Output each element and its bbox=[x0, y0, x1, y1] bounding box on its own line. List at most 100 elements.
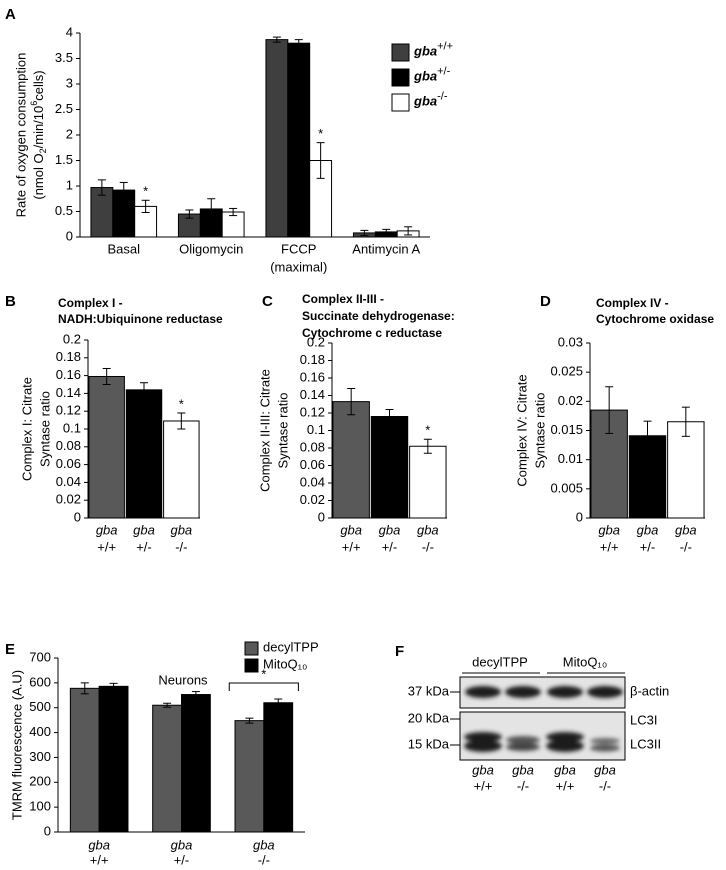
panel-letter: D bbox=[540, 293, 551, 310]
legend-swatch bbox=[391, 93, 410, 112]
x-tick-label: +/- bbox=[382, 539, 398, 554]
legend: decylTPP MitoQ₁₀ bbox=[244, 640, 319, 673]
legend-genotype: +/- bbox=[437, 65, 450, 77]
legend-label: gba-/- bbox=[413, 90, 448, 109]
panel-letter: C bbox=[262, 293, 273, 310]
error-bar bbox=[385, 409, 394, 424]
significance-mark: * bbox=[143, 184, 148, 199]
error-bar bbox=[140, 382, 148, 398]
x-tick-label: gba bbox=[133, 522, 155, 537]
y-tick-label: 0.06 bbox=[56, 456, 81, 471]
lane-label: gba bbox=[554, 762, 576, 777]
y-tick-label: 500 bbox=[29, 699, 51, 714]
y-tick-label: 300 bbox=[29, 749, 51, 764]
y-tick-label: 0.03 bbox=[558, 334, 583, 349]
significance-mark: * bbox=[179, 396, 184, 411]
x-tick-label: gba bbox=[96, 522, 118, 537]
significance-mark: * bbox=[425, 423, 430, 438]
bar bbox=[125, 389, 163, 519]
error-bar bbox=[119, 181, 128, 199]
group-label: MitoQ₁₀ bbox=[563, 654, 607, 669]
x-tick-label: Basal bbox=[107, 241, 140, 256]
bar bbox=[263, 702, 294, 833]
lane-label: +/+ bbox=[474, 778, 493, 793]
y-axis-label: Syntase ratio bbox=[275, 393, 290, 469]
y-tick-label: 0.5 bbox=[55, 203, 73, 218]
y-tick-label: 0.08 bbox=[56, 438, 81, 453]
bar bbox=[69, 687, 100, 833]
chart-panel: C Complex II-III - Succinate dehydrogenase… bbox=[257, 292, 454, 554]
panel-letter: E bbox=[5, 641, 15, 658]
legend-name: gba bbox=[413, 94, 437, 109]
x-tick-label: (maximal) bbox=[270, 259, 327, 274]
band-label: LC3II bbox=[630, 736, 661, 751]
y-tick-label: 0.04 bbox=[300, 474, 325, 489]
x-tick-label: +/- bbox=[174, 852, 190, 867]
error-bar bbox=[229, 207, 238, 217]
bar bbox=[370, 416, 409, 519]
band bbox=[506, 736, 540, 744]
y-tick-label: 100 bbox=[29, 799, 51, 814]
lane-label: gba bbox=[472, 762, 494, 777]
y-tick-label: 0 bbox=[74, 509, 81, 524]
y-tick-label: 1 bbox=[66, 177, 73, 192]
y-tick-label: 400 bbox=[29, 724, 51, 739]
error-bar bbox=[681, 406, 690, 437]
legend-name: gba bbox=[413, 44, 437, 59]
y-tick-label: 600 bbox=[29, 674, 51, 689]
error-bar bbox=[245, 717, 254, 724]
band bbox=[546, 732, 584, 742]
band bbox=[464, 740, 502, 752]
error-bar bbox=[423, 438, 432, 454]
error-bar bbox=[163, 702, 172, 708]
error-bar bbox=[274, 698, 283, 707]
band bbox=[505, 686, 541, 698]
legend: gba+/+gba+/-gba-/- bbox=[391, 40, 453, 112]
y-tick-label: 0 bbox=[66, 228, 73, 243]
chart-panel: D Complex IV - Cytochrome oxidase Complex I… bbox=[514, 293, 714, 554]
legend-genotype: -/- bbox=[437, 90, 448, 102]
y-tick-label: 0.1 bbox=[307, 422, 325, 437]
lane-label: -/- bbox=[599, 778, 611, 793]
legend-label: gba+/+ bbox=[413, 40, 453, 59]
x-tick-label: -/- bbox=[422, 539, 434, 554]
y-tick-label: 0 bbox=[44, 823, 51, 838]
marker-label: 15 kDa bbox=[408, 736, 450, 751]
significance-bracket bbox=[228, 682, 299, 692]
y-axis-label: Complex II-III: Citrate bbox=[257, 369, 272, 492]
lane-label: -/- bbox=[517, 778, 529, 793]
error-bar bbox=[294, 39, 303, 48]
y-tick-label: 4 bbox=[66, 24, 73, 39]
legend-genotype: +/+ bbox=[437, 40, 453, 52]
y-axis-label: Complex IV: Citrate bbox=[514, 374, 529, 486]
marker-label: 37 kDa bbox=[408, 683, 450, 698]
y-tick-label: 0.005 bbox=[550, 480, 583, 495]
band bbox=[590, 738, 620, 744]
x-tick-label: +/- bbox=[136, 539, 152, 554]
y-axis-label: (nmol O2/min/106cells) bbox=[29, 70, 48, 199]
y-tick-label: 0.2 bbox=[63, 331, 81, 346]
band-label: β-actin bbox=[630, 683, 669, 698]
chart-title: Neurons bbox=[158, 672, 208, 687]
error-bar bbox=[643, 420, 652, 451]
error-bar bbox=[80, 682, 89, 695]
chart-title: Cytochrome oxidase bbox=[596, 312, 714, 326]
chart-title: Complex IV - bbox=[596, 296, 669, 310]
y-tick-label: 0.02 bbox=[56, 492, 81, 507]
y-tick-label: 0.06 bbox=[300, 457, 325, 472]
y-tick-label: 0.16 bbox=[300, 369, 325, 384]
x-tick-label: gba bbox=[253, 837, 275, 852]
y-axis-label-part: 2 bbox=[38, 148, 48, 153]
error-bar bbox=[207, 198, 216, 220]
x-tick-label: gba bbox=[171, 837, 193, 852]
bar bbox=[88, 375, 125, 519]
y-tick-label: 700 bbox=[29, 649, 51, 664]
legend-swatch bbox=[391, 68, 410, 87]
y-tick-label: 3.5 bbox=[55, 50, 73, 65]
panel-letter: A bbox=[5, 6, 16, 23]
bar bbox=[152, 704, 182, 833]
y-axis-label-part: 6 bbox=[29, 101, 39, 106]
chart-title: Succinate dehydrogenase: bbox=[302, 309, 455, 323]
legend-name: decylTPP bbox=[263, 640, 319, 655]
y-tick-label: 0.025 bbox=[550, 364, 583, 379]
